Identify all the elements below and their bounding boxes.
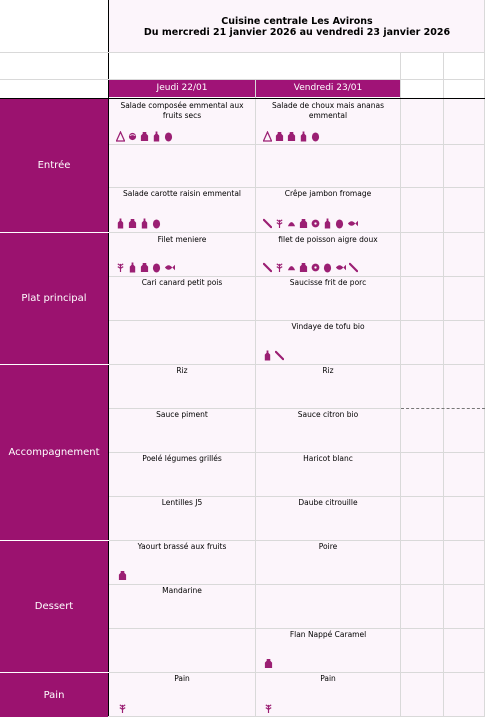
bottle-icon	[140, 218, 149, 229]
jeudi-acc-3: Poelé légumes grillés	[142, 454, 222, 463]
category-pain: Pain	[0, 673, 108, 717]
jeudi-acc-1: Riz	[176, 366, 188, 375]
jeudi-dessert-2: Mandarine	[162, 586, 202, 595]
jeudi-plat-2: Cari canard petit pois	[141, 278, 223, 287]
vendredi-entree-1-allergens	[263, 131, 320, 142]
bottle-icon	[152, 131, 161, 142]
jeudi-entree-2-allergens	[116, 218, 161, 229]
category-dessert: Dessert	[0, 541, 108, 672]
wheat-icon	[275, 218, 284, 229]
milk-carton-icon	[299, 262, 308, 273]
jeudi-pain: Pain	[174, 674, 190, 683]
vendredi-entree-2: Crêpe jambon fromage	[284, 189, 372, 198]
milk-carton-icon	[299, 218, 308, 229]
milk-carton-icon	[140, 131, 149, 142]
jeudi-entree-1-allergens	[116, 131, 173, 142]
vendredi-plat-3: Vindaye de tofu bio	[291, 322, 365, 331]
triangle-icon	[263, 131, 272, 142]
header-title-line2: Du mercredi 21 janvier 2026 au vendredi …	[143, 27, 451, 38]
jeudi-entree-1: Salade composée emmental aux fruits secs	[120, 101, 244, 120]
milk-carton-icon	[287, 131, 296, 142]
jeudi-dessert-1-allergens	[118, 570, 127, 581]
wheat-icon	[118, 703, 127, 714]
flower-icon	[311, 262, 320, 273]
bottle-icon	[299, 131, 308, 142]
shell-icon	[287, 218, 296, 229]
wheat-icon	[116, 262, 125, 273]
vendredi-pain-allergens	[264, 703, 273, 714]
category-entree: Entrée	[0, 99, 108, 232]
milk-carton-icon	[275, 131, 284, 142]
celery-stick-icon	[275, 350, 284, 361]
vendredi-entree-2-allergens	[263, 218, 358, 229]
vendredi-plat-3-allergens	[263, 350, 284, 361]
vendredi-acc-3: Haricot blanc	[303, 454, 353, 463]
day-header-vendredi: Vendredi 23/01	[256, 80, 400, 97]
vendredi-dessert-3: Flan Nappé Caramel	[289, 630, 367, 639]
header-title-box	[109, 0, 485, 52]
vendredi-plat-1-allergens	[263, 262, 358, 273]
jeudi-acc-2: Sauce piment	[156, 410, 208, 419]
egg-icon	[152, 262, 161, 273]
fish-icon	[347, 218, 358, 229]
egg-icon	[152, 218, 161, 229]
milk-carton-icon	[128, 218, 137, 229]
category-plat-principal: Plat principal	[0, 233, 108, 364]
vendredi-pain: Pain	[320, 674, 336, 683]
jeudi-plat-1: Filet meniere	[157, 235, 207, 244]
jeudi-pain-allergens	[118, 703, 127, 714]
vendredi-acc-4: Daube citrouille	[298, 498, 358, 507]
vendredi-dessert-1: Poire	[318, 542, 338, 551]
bottle-icon	[323, 218, 332, 229]
egg-icon	[335, 218, 344, 229]
celery-stick-icon	[349, 262, 358, 273]
vendredi-entree-1: Salade de choux mais ananas emmental	[271, 101, 385, 120]
egg-icon	[311, 131, 320, 142]
bottle-icon	[128, 262, 137, 273]
shell-icon	[287, 262, 296, 273]
triangle-icon	[116, 131, 125, 142]
header-title-line1: Cuisine centrale Les Avirons	[221, 16, 373, 27]
flower-icon	[311, 218, 320, 229]
jeudi-dessert-1: Yaourt brassé aux fruits	[137, 542, 227, 551]
vendredi-acc-1: Riz	[322, 366, 334, 375]
milk-carton-icon	[264, 658, 273, 669]
wheat-icon	[275, 262, 284, 273]
day-header-jeudi: Jeudi 22/01	[109, 80, 255, 97]
milk-carton-icon	[140, 262, 149, 273]
vendredi-acc-2: Sauce citron bio	[297, 410, 359, 419]
fish-icon	[335, 262, 346, 273]
category-accompagnement: Accompagnement	[0, 365, 108, 540]
wheat-icon	[264, 703, 273, 714]
jeudi-plat-1-allergens	[116, 262, 175, 273]
fish-icon	[164, 262, 175, 273]
vendredi-plat-1: filet de poisson aigre doux	[278, 235, 378, 244]
nut-icon	[128, 131, 137, 142]
bottle-icon	[263, 350, 272, 361]
jeudi-acc-4: Lentilles J5	[161, 498, 203, 507]
celery-stick-icon	[263, 218, 272, 229]
dashed-separator	[401, 408, 485, 409]
egg-icon	[323, 262, 332, 273]
celery-stick-icon	[263, 262, 272, 273]
egg-icon	[164, 131, 173, 142]
vendredi-plat-2: Saucisse frit de porc	[289, 278, 367, 287]
jeudi-entree-2: Salade carotte raisin emmental	[122, 189, 241, 198]
milk-carton-icon	[118, 570, 127, 581]
bottle-icon	[116, 218, 125, 229]
vendredi-dessert-3-allergens	[264, 658, 273, 669]
